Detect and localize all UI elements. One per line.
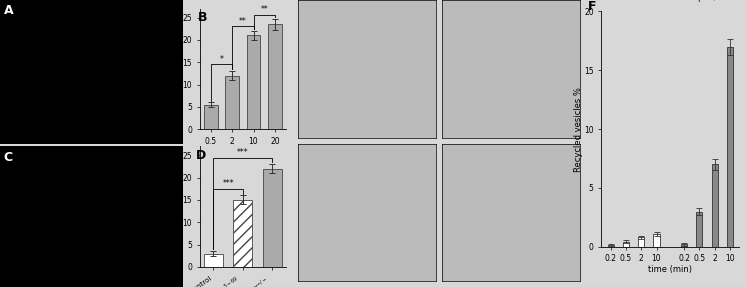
Bar bbox=[623, 242, 629, 247]
Text: F: F bbox=[588, 0, 596, 13]
Bar bbox=[681, 245, 687, 247]
Text: control: control bbox=[620, 0, 647, 2]
Bar bbox=[204, 253, 223, 267]
Bar bbox=[233, 200, 252, 267]
Bar bbox=[638, 237, 645, 247]
Bar bbox=[263, 169, 282, 267]
Text: D: D bbox=[195, 149, 206, 162]
Y-axis label: Recycled vesicles %: Recycled vesicles % bbox=[574, 87, 583, 172]
Text: **: ** bbox=[239, 17, 247, 26]
Text: control: control bbox=[14, 135, 41, 144]
Bar bbox=[268, 24, 282, 129]
Y-axis label: Fluorescence (R.U.): Fluorescence (R.U.) bbox=[172, 166, 181, 248]
Text: $syx^{3-69}$: $syx^{3-69}$ bbox=[72, 129, 104, 144]
Bar bbox=[712, 164, 718, 247]
Bar bbox=[696, 212, 703, 247]
Text: A: A bbox=[4, 4, 13, 17]
X-axis label: Time (min): Time (min) bbox=[220, 147, 266, 156]
Text: ***: *** bbox=[222, 179, 234, 188]
Text: ***: *** bbox=[237, 148, 248, 157]
Bar bbox=[727, 47, 733, 247]
Bar bbox=[607, 245, 614, 247]
Y-axis label: Fluorescence (R.U.): Fluorescence (R.U.) bbox=[172, 28, 181, 110]
Text: $cpx^{-/-}$: $cpx^{-/-}$ bbox=[134, 129, 162, 144]
Text: **: ** bbox=[260, 5, 268, 14]
Bar bbox=[653, 234, 659, 247]
Bar bbox=[225, 75, 239, 129]
Bar bbox=[204, 104, 218, 129]
Text: cpx ⁻/⁻: cpx ⁻/⁻ bbox=[694, 0, 720, 2]
Text: B: B bbox=[198, 11, 207, 24]
Text: C: C bbox=[4, 151, 13, 164]
Text: *: * bbox=[219, 55, 223, 63]
X-axis label: time (min): time (min) bbox=[648, 265, 692, 274]
Bar bbox=[247, 35, 260, 129]
